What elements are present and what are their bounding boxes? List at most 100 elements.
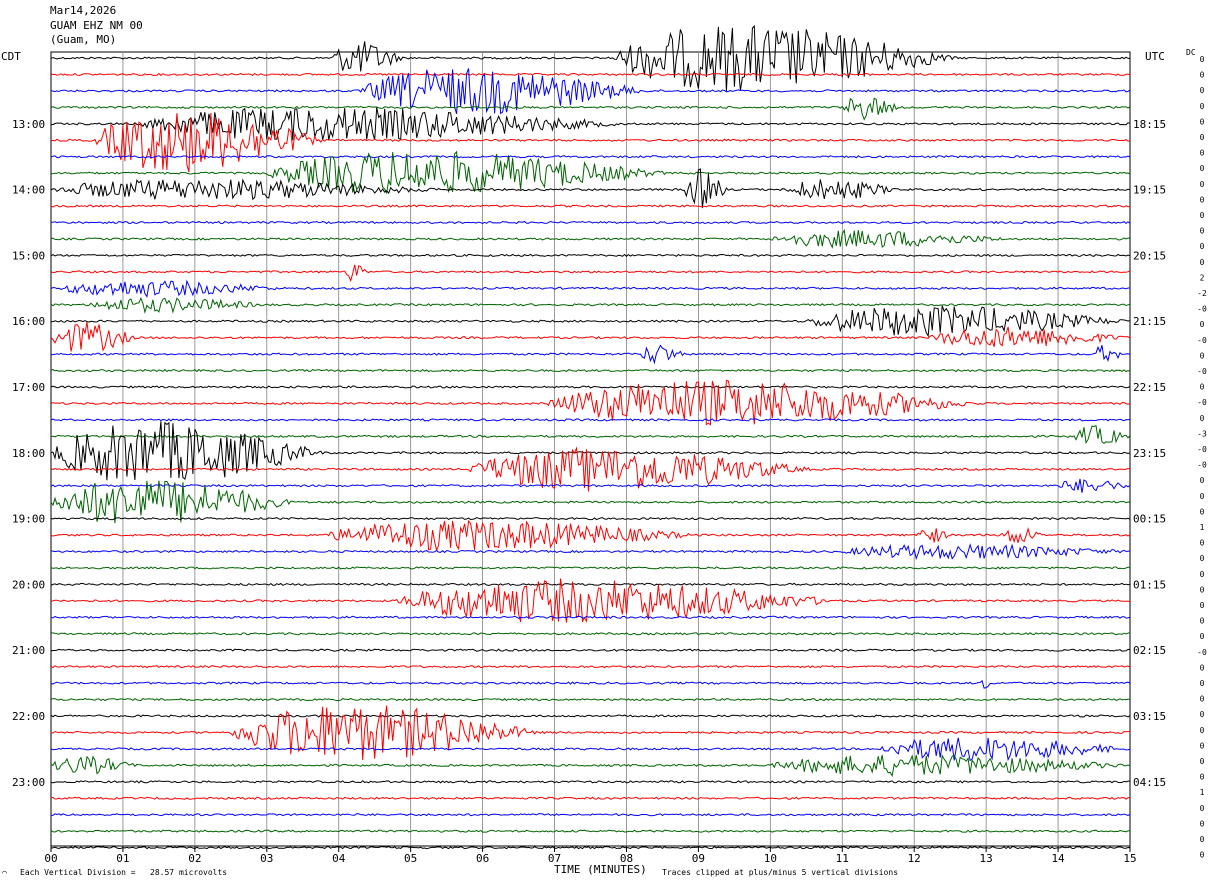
- cdt-hour-label: 13:00: [12, 118, 45, 131]
- dc-offset-value: 0: [1200, 86, 1205, 95]
- dc-offset-value: 0: [1200, 149, 1205, 158]
- dc-offset-value: 0: [1200, 710, 1205, 719]
- trace-line: [50, 566, 1131, 570]
- utc-hour-label: 22:15: [1133, 381, 1166, 394]
- trace-line: [50, 72, 1131, 77]
- dc-offset-value: 0: [1200, 211, 1205, 220]
- trace-line: [50, 344, 1131, 365]
- dc-label: DC: [1186, 48, 1196, 57]
- trace-line: [50, 305, 1131, 338]
- x-tick-label: 08: [620, 852, 633, 865]
- plot-header: Mar14,2026 GUAM EHZ NM 00 (Guam, MO): [50, 4, 143, 48]
- trace-line: [50, 150, 1131, 195]
- dc-offset-value: 0: [1200, 476, 1205, 485]
- dc-offset-value: 0: [1200, 55, 1205, 64]
- dc-offset-value: 0: [1200, 242, 1205, 251]
- trace-line: [50, 279, 1130, 298]
- dc-offset-value: -0: [1197, 398, 1207, 407]
- trace-line: [50, 543, 1131, 561]
- cdt-hour-label: 15:00: [12, 249, 45, 262]
- trace-line: [50, 155, 1131, 159]
- header-station: GUAM EHZ NM 00: [50, 18, 143, 32]
- trace-line: [50, 648, 1131, 652]
- trace-line: [51, 421, 1131, 481]
- trace-line: [50, 780, 1130, 784]
- trace-line: [50, 368, 1131, 373]
- utc-hour-label: 01:15: [1133, 578, 1166, 591]
- x-tick-label: 02: [188, 852, 201, 865]
- dc-offset-value: 0: [1200, 320, 1205, 329]
- dc-offset-value: 0: [1200, 71, 1205, 80]
- utc-hour-label: 02:15: [1133, 644, 1166, 657]
- trace-line: [50, 829, 1131, 833]
- cdt-hour-label: 14:00: [12, 184, 45, 197]
- utc-hour-label: 20:15: [1133, 249, 1166, 262]
- trace-line: [50, 418, 1131, 422]
- dc-offset-value: 0: [1200, 617, 1205, 626]
- trace-line: [50, 705, 1130, 761]
- footer-logo: ⌒: [2, 868, 7, 877]
- trace-line: [50, 228, 1131, 249]
- dc-offset-value: 0: [1200, 539, 1205, 548]
- trace-line: [50, 446, 1131, 492]
- dc-offset-value: 1: [1200, 788, 1205, 797]
- dc-offset-value: -2: [1197, 289, 1207, 298]
- utc-hour-label: 18:15: [1133, 118, 1166, 131]
- trace-line: [50, 424, 1131, 445]
- trace-line: [50, 813, 1131, 817]
- dc-offset-value: 0: [1200, 726, 1205, 735]
- dc-offset-value: -0: [1197, 367, 1207, 376]
- trace-line: [50, 264, 1131, 283]
- dc-offset-value: -0: [1197, 461, 1207, 470]
- utc-hour-label: 00:15: [1133, 513, 1166, 526]
- dc-offset-value: 1: [1200, 523, 1205, 532]
- trace-line: [50, 697, 1131, 702]
- dc-offset-value: -0: [1197, 648, 1207, 657]
- trace-line: [50, 24, 1131, 92]
- dc-offset-value: -0: [1197, 305, 1207, 314]
- trace-line: [50, 296, 1131, 315]
- cdt-hour-label: 19:00: [12, 513, 45, 526]
- dc-offset-value: -0: [1197, 336, 1207, 345]
- trace-line: [50, 478, 1131, 493]
- dc-offset-value: 0: [1200, 414, 1205, 423]
- footer-clip-text: Traces clipped at plus/minus 5 vertical …: [662, 868, 899, 877]
- cdt-hour-label: 16:00: [12, 315, 45, 328]
- trace-line: [50, 68, 1131, 115]
- x-tick-label: 07: [548, 852, 561, 865]
- trace-line: [50, 253, 1131, 258]
- cdt-hour-label: 20:00: [12, 578, 45, 591]
- trace-line: [50, 845, 1131, 850]
- trace-line: [50, 385, 1131, 389]
- trace-line: [50, 97, 1131, 121]
- trace-line: [50, 679, 1131, 689]
- x-tick-label: 04: [332, 852, 346, 865]
- dc-offset-value: 0: [1200, 570, 1205, 579]
- dc-offset-value: 0: [1200, 351, 1205, 360]
- cdt-hour-label: 22:00: [12, 710, 45, 723]
- dc-offset-value: 0: [1200, 117, 1205, 126]
- cdt-hour-label: 17:00: [12, 381, 45, 394]
- trace-line: [50, 107, 1131, 141]
- trace-line: [50, 578, 1131, 623]
- cdt-hour-label: 23:00: [12, 776, 45, 789]
- dc-offset-value: 0: [1200, 164, 1205, 173]
- x-tick-label: 03: [260, 852, 273, 865]
- dc-offset-value: 0: [1200, 757, 1205, 766]
- trace-line: [50, 379, 1131, 426]
- dc-offset-value: 0: [1200, 773, 1205, 782]
- trace-line: [50, 516, 1131, 521]
- left-timezone-label: CDT: [1, 50, 21, 63]
- dc-offset-value: 2: [1200, 273, 1205, 282]
- cdt-hour-label: 21:00: [12, 644, 45, 657]
- x-tick-label: 13: [980, 852, 993, 865]
- x-axis-title: TIME (MINUTES): [554, 863, 647, 876]
- header-location: (Guam, MO): [50, 33, 117, 46]
- dc-offset-value: 0: [1200, 835, 1205, 844]
- trace-line: [50, 714, 1131, 718]
- dc-offset-value: 0: [1200, 632, 1205, 641]
- dc-offset-value: 0: [1200, 585, 1205, 594]
- dc-offset-value: 0: [1200, 258, 1205, 267]
- x-tick-label: 06: [476, 852, 489, 865]
- dc-offset-value: -3: [1197, 429, 1207, 438]
